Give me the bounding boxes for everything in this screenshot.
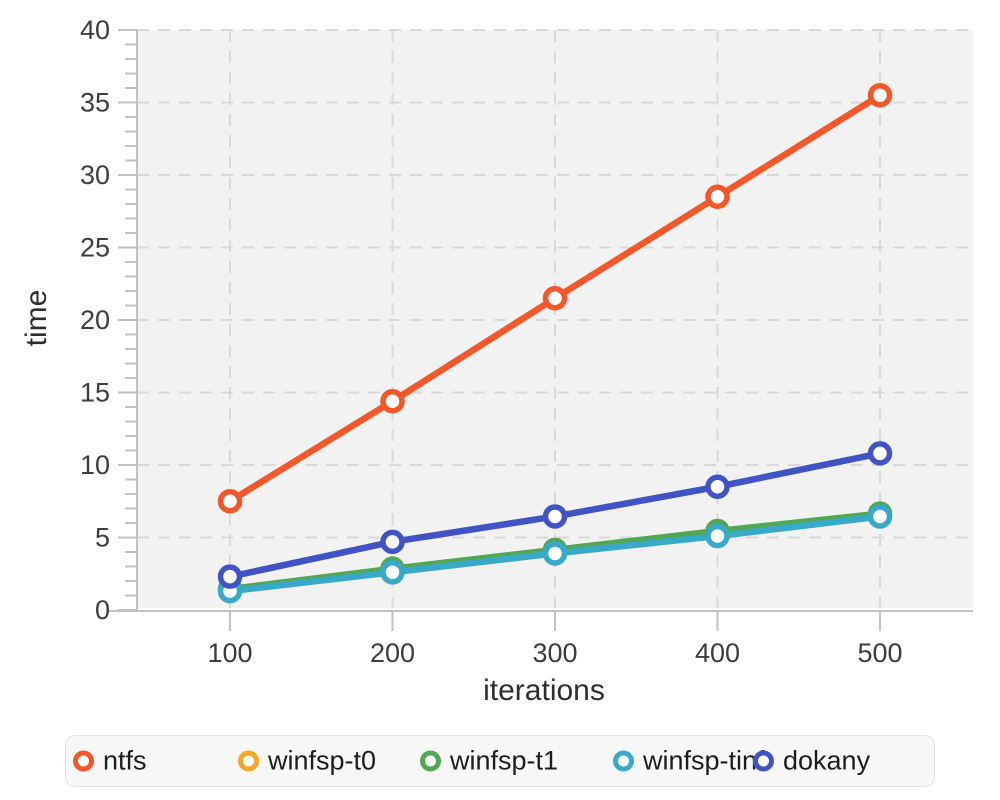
y-tick-label: 35 — [80, 88, 110, 118]
data-point-ntfs — [867, 83, 893, 108]
data-point-dokany — [705, 474, 730, 499]
legend-item-winfsp-t0[interactable]: winfsp-t0 — [238, 745, 377, 776]
x-tick-label: 400 — [695, 638, 740, 668]
y-tick-label: 10 — [80, 450, 110, 480]
data-point-ntfs — [542, 286, 568, 311]
winfsp-tinf-marker-icon — [613, 750, 634, 772]
x-tick-label: 300 — [532, 638, 577, 668]
legend-item-winfsp-t1[interactable]: winfsp-t1 — [420, 745, 559, 776]
y-tick-label: 15 — [80, 378, 110, 408]
data-point-winfsp-tinf — [867, 504, 893, 529]
y-tick-label: 5 — [95, 523, 110, 553]
data-point-dokany — [867, 441, 893, 466]
y-tick-label: 25 — [80, 233, 110, 263]
winfsp-t0-marker-icon — [238, 750, 259, 772]
legend-label: winfsp-tinf — [643, 745, 765, 776]
legend-item-winfsp-tinf[interactable]: winfsp-tinf — [613, 745, 765, 776]
data-point-ntfs — [217, 489, 243, 514]
legend-label: winfsp-t1 — [450, 745, 559, 776]
data-point-dokany — [542, 504, 568, 529]
x-tick-label: 200 — [370, 638, 415, 668]
y-tick-label: 30 — [80, 160, 110, 190]
winfsp-t1-marker-icon — [420, 750, 441, 772]
y-tick-label: 20 — [80, 305, 110, 335]
ntfs-marker-icon — [73, 750, 94, 772]
y-tick-label: 40 — [80, 15, 110, 45]
data-point-winfsp-tinf — [380, 560, 405, 585]
data-point-winfsp-tinf — [705, 523, 730, 549]
x-tick-label: 100 — [207, 638, 252, 668]
data-point-winfsp-tinf — [542, 541, 568, 566]
legend-item-ntfs[interactable]: ntfs — [73, 745, 147, 776]
x-axis-title: iterations — [483, 674, 605, 707]
legend-item-dokany[interactable]: dokany — [753, 745, 871, 776]
dokany-marker-icon — [753, 750, 774, 772]
legend-label: dokany — [783, 745, 871, 776]
legend-label: winfsp-t0 — [268, 745, 377, 776]
data-point-dokany — [380, 529, 405, 555]
legend-label: ntfs — [103, 745, 147, 776]
y-tick-label: 0 — [95, 595, 110, 625]
y-axis-title: time — [20, 290, 53, 347]
legend: ntfs winfsp-t0 winfsp-t1 winfsp-tinf dok… — [65, 735, 935, 787]
data-point-dokany — [217, 564, 243, 589]
x-tick-label: 500 — [857, 638, 902, 668]
data-point-ntfs — [380, 388, 405, 414]
data-point-ntfs — [705, 184, 730, 209]
